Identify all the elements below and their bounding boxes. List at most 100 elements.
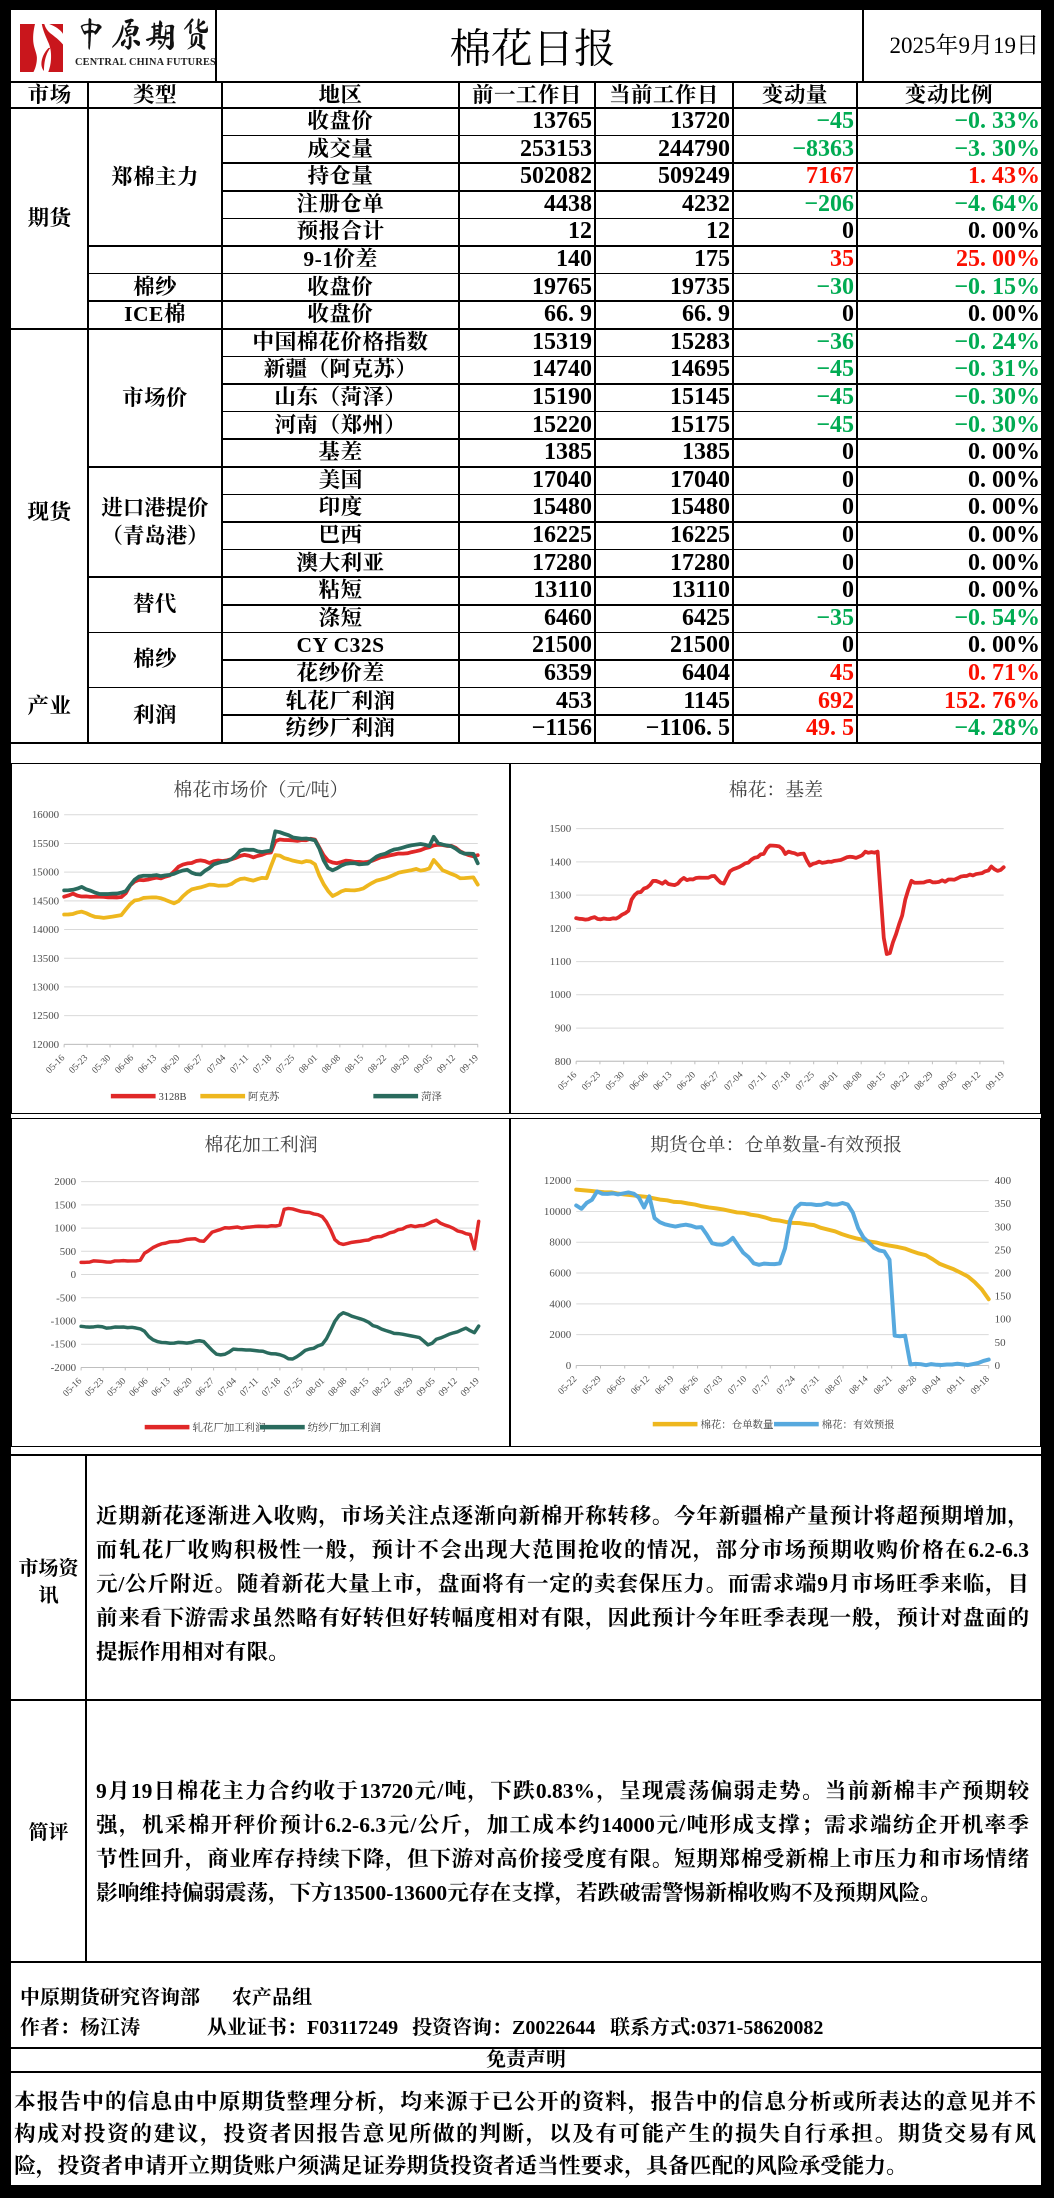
svg-text:09-19: 09-19 [458,1053,481,1076]
svg-text:1200: 1200 [549,923,571,935]
svg-text:07-04: 07-04 [205,1053,228,1076]
svg-text:棉花：仓单数量: 棉花：仓单数量 [700,1419,773,1431]
svg-text:12500: 12500 [32,1010,60,1022]
svg-text:07-04: 07-04 [216,1376,239,1399]
svg-text:08-15: 08-15 [343,1053,366,1076]
svg-text:07-04: 07-04 [723,1070,746,1093]
svg-text:08-08: 08-08 [320,1053,343,1076]
svg-text:15500: 15500 [32,838,60,850]
svg-text:08-14: 08-14 [848,1374,871,1397]
svg-text:08-01: 08-01 [304,1376,327,1399]
svg-text:06-20: 06-20 [172,1376,195,1399]
svg-text:200: 200 [995,1268,1012,1280]
svg-text:棉花加工利润: 棉花加工利润 [204,1134,317,1156]
svg-text:15000: 15000 [32,867,60,879]
svg-text:1000: 1000 [549,989,571,1001]
svg-text:08-15: 08-15 [865,1070,888,1093]
svg-text:07-18: 07-18 [770,1070,793,1093]
svg-text:06-19: 06-19 [654,1374,677,1397]
svg-text:10000: 10000 [544,1206,572,1218]
svg-text:09-12: 09-12 [435,1053,458,1076]
svg-text:09-05: 09-05 [937,1070,960,1093]
svg-text:900: 900 [555,1023,572,1035]
svg-text:07-25: 07-25 [794,1070,817,1093]
svg-text:06-26: 06-26 [678,1374,701,1397]
svg-text:09-12: 09-12 [437,1376,460,1399]
svg-text:05-16: 05-16 [62,1376,85,1399]
svg-text:纺纱厂加工利润: 纺纱厂加工利润 [308,1422,381,1434]
svg-text:1000: 1000 [54,1223,76,1235]
svg-text:07-11: 07-11 [747,1070,770,1093]
svg-text:06-06: 06-06 [128,1376,151,1399]
svg-text:2000: 2000 [54,1176,76,1188]
svg-text:06-27: 06-27 [699,1070,722,1093]
svg-text:08-08: 08-08 [327,1376,350,1399]
svg-text:06-05: 06-05 [605,1374,628,1397]
svg-text:8000: 8000 [549,1237,571,1249]
svg-text:09-05: 09-05 [415,1376,438,1399]
svg-text:-500: -500 [56,1292,77,1304]
svg-text:08-29: 08-29 [389,1053,412,1076]
svg-text:06-20: 06-20 [160,1053,183,1076]
svg-text:棉花：基差: 棉花：基差 [729,779,823,801]
svg-text:06-13: 06-13 [136,1053,159,1076]
svg-text:6000: 6000 [549,1268,571,1280]
svg-text:08-07: 08-07 [824,1374,847,1397]
svg-text:07-18: 07-18 [260,1376,283,1399]
svg-text:07-10: 07-10 [727,1374,750,1397]
svg-text:250: 250 [995,1244,1012,1256]
svg-text:06-06: 06-06 [628,1070,651,1093]
svg-text:08-15: 08-15 [349,1376,372,1399]
svg-text:1300: 1300 [549,890,571,902]
svg-text:1500: 1500 [549,823,571,835]
svg-text:06-27: 06-27 [194,1376,217,1399]
svg-text:07-11: 07-11 [239,1376,262,1399]
svg-text:08-01: 08-01 [297,1053,320,1076]
svg-text:50: 50 [995,1337,1006,1349]
svg-text:150: 150 [995,1291,1012,1303]
svg-text:800: 800 [555,1056,572,1068]
svg-text:0: 0 [566,1360,572,1372]
svg-text:05-16: 05-16 [45,1053,68,1076]
svg-text:08-28: 08-28 [896,1374,919,1397]
svg-text:07-03: 07-03 [702,1374,725,1397]
svg-text:05-23: 05-23 [68,1053,91,1076]
svg-text:350: 350 [995,1198,1012,1210]
svg-text:05-30: 05-30 [91,1053,114,1076]
svg-text:07-31: 07-31 [799,1374,822,1397]
svg-text:08-22: 08-22 [366,1053,389,1076]
svg-text:05-29: 05-29 [581,1374,604,1397]
svg-text:09-12: 09-12 [960,1070,983,1093]
svg-text:0: 0 [71,1269,77,1281]
svg-text:12000: 12000 [544,1175,572,1187]
svg-text:05-30: 05-30 [106,1376,129,1399]
svg-text:1400: 1400 [549,856,571,868]
svg-text:07-24: 07-24 [775,1374,798,1397]
svg-text:棉花：有效预报: 棉花：有效预报 [822,1419,896,1431]
svg-text:14500: 14500 [32,895,60,907]
svg-text:07-17: 07-17 [751,1374,774,1397]
svg-text:400: 400 [995,1175,1012,1187]
svg-text:06-27: 06-27 [183,1053,206,1076]
svg-text:05-23: 05-23 [84,1376,107,1399]
svg-text:07-11: 07-11 [229,1053,252,1076]
svg-text:07-25: 07-25 [282,1376,305,1399]
svg-text:菏泽: 菏泽 [421,1091,442,1103]
svg-text:05-16: 05-16 [557,1070,580,1093]
svg-text:轧花厂加工利润: 轧花厂加工利润 [192,1422,265,1434]
svg-text:09-11: 09-11 [945,1374,968,1397]
svg-text:08-29: 08-29 [913,1070,936,1093]
svg-text:06-12: 06-12 [629,1374,652,1397]
svg-text:05-30: 05-30 [604,1070,627,1093]
svg-text:13500: 13500 [32,953,60,965]
svg-text:06-13: 06-13 [652,1070,675,1093]
svg-text:-2000: -2000 [51,1362,77,1374]
svg-text:500: 500 [60,1246,77,1258]
svg-text:09-19: 09-19 [984,1070,1007,1093]
svg-text:300: 300 [995,1221,1012,1233]
svg-text:1100: 1100 [550,956,572,968]
svg-text:棉花市场价（元/吨）: 棉花市场价（元/吨） [173,779,348,801]
svg-text:08-22: 08-22 [371,1376,394,1399]
svg-text:09-18: 09-18 [969,1374,992,1397]
svg-text:07-18: 07-18 [251,1053,274,1076]
